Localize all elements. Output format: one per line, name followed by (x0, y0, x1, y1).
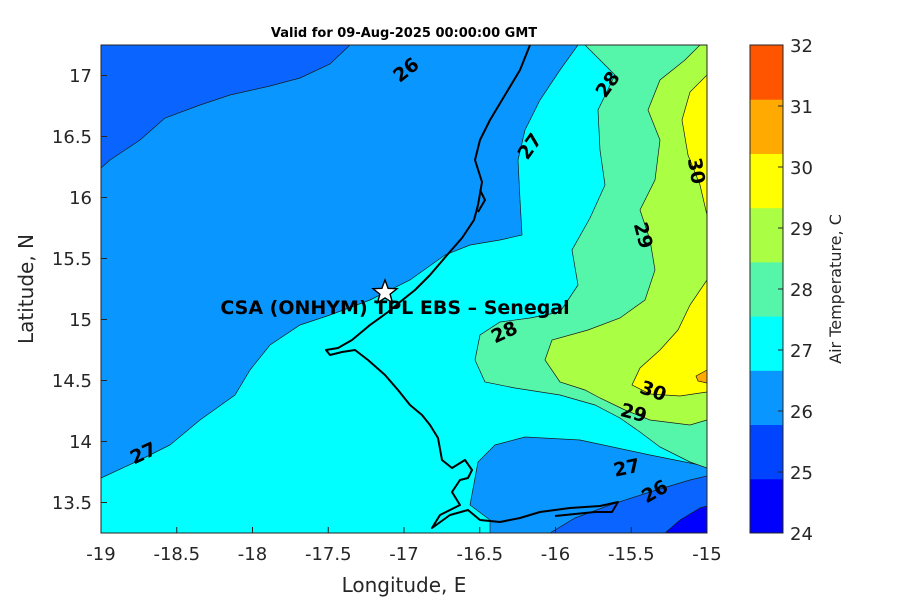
colorbar-swatch (750, 261, 783, 317)
colorbar-tick-label: 26 (790, 402, 813, 423)
colorbar-tick-label: 25 (790, 463, 813, 484)
colorbar-tick-label: 29 (790, 219, 813, 240)
colorbar-tick-label: 32 (790, 36, 813, 57)
x-axis-label: Longitude, E (342, 573, 467, 597)
band-24-25-south (664, 505, 707, 533)
colorbar-swatch (750, 370, 783, 426)
colorbar-swatch (750, 99, 783, 154)
x-tick-label: -19 (86, 544, 115, 565)
colorbar-tick-label: 30 (790, 158, 813, 179)
y-tick-label: 17 (69, 66, 92, 87)
band-25-26-south (549, 475, 707, 533)
colorbar-tick-label: 28 (790, 280, 813, 301)
colorbar-tick-label: 27 (790, 341, 813, 362)
colorbar-swatch (750, 316, 783, 371)
band-29-30 (544, 45, 707, 426)
y-tick-label: 15 (69, 310, 92, 331)
band-30-31-north (681, 74, 707, 216)
x-tick-label: -15.5 (608, 544, 655, 565)
colorbar-label: Air Temperature, C (826, 214, 845, 364)
x-tick-label: -16 (541, 544, 570, 565)
x-tick-label: -17.5 (305, 544, 352, 565)
colorbar-swatches (750, 45, 783, 534)
colorbar: 32 31 30 29 28 27 26 25 24 Air Temperatu… (749, 36, 845, 545)
x-tick-label: -16.5 (456, 544, 503, 565)
x-tick-label: -15 (692, 544, 721, 565)
band-31-32-spot (695, 369, 707, 384)
colorbar-ticks (778, 44, 783, 534)
colorbar-swatch (750, 45, 783, 100)
colorbar-swatch (750, 424, 783, 480)
y-axis (101, 75, 107, 503)
colorbar-swatch (750, 207, 783, 263)
contour-label: 30 (683, 156, 709, 186)
colorbar-swatch (750, 153, 783, 209)
x-tick-label: -17 (389, 544, 418, 565)
y-tick-label: 16 (69, 188, 92, 209)
y-tick-label: 15.5 (52, 249, 92, 270)
star-icon (371, 277, 399, 305)
x-axis (100, 527, 708, 533)
band-25-26-north (101, 45, 351, 169)
colorbar-swatch (750, 478, 783, 534)
station-label: CSA (ONHYM) TPL EBS – Senegal (220, 297, 569, 319)
colorbar-tick-label: 31 (790, 97, 813, 118)
band-27-28 (101, 45, 707, 533)
y-tick-label: 14.5 (52, 371, 92, 392)
x-tick-label: -18 (238, 544, 267, 565)
chart-title: Valid for 09-Aug-2025 00:00:00 GMT (271, 26, 537, 41)
y-axis-label: Latitude, N (14, 234, 38, 344)
colorbar-tick-label: 24 (790, 524, 813, 545)
contour-label: 27 (612, 455, 642, 482)
x-tick-label: -18.5 (153, 544, 200, 565)
river-channel (477, 189, 486, 213)
band-30-31-south (631, 279, 707, 397)
y-tick-label: 14 (69, 432, 92, 453)
y-tick-labels: 13.5 14 14.5 15 15.5 16 16.5 17 (52, 66, 92, 514)
coastline-layer (325, 45, 619, 529)
y-tick-label: 16.5 (52, 127, 92, 148)
contour-fill-layer (101, 45, 707, 533)
coastline (325, 45, 619, 529)
x-tick-labels: -19 -18.5 -18 -17.5 -17 -16.5 -16 -15.5 … (86, 544, 721, 565)
y-tick-label: 13.5 (52, 493, 92, 514)
